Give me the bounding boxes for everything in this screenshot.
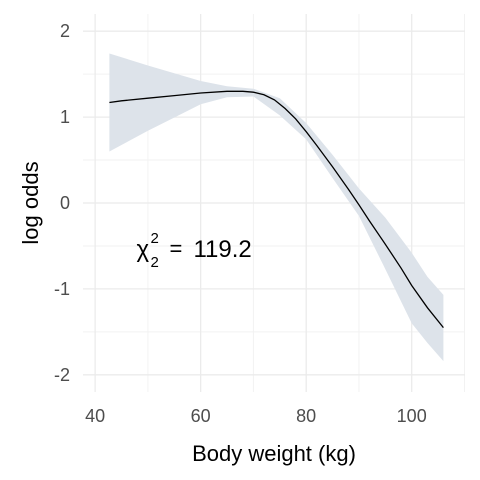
y-tick-label: 2 xyxy=(60,21,70,41)
x-tick-label: 60 xyxy=(191,406,211,426)
x-axis-ticks: 40 60 80 100 xyxy=(85,406,427,426)
y-tick-label: -1 xyxy=(54,279,70,299)
x-axis-label: Body weight (kg) xyxy=(192,441,356,466)
y-tick-label: -2 xyxy=(54,365,70,385)
y-tick-label: 0 xyxy=(60,193,70,213)
chi-square-value: 119.2 xyxy=(193,236,251,263)
chi-superscript: 2 xyxy=(150,230,158,247)
y-tick-label: 1 xyxy=(60,107,70,127)
y-axis-label: log odds xyxy=(18,161,43,244)
confidence-band xyxy=(109,53,444,362)
series-line xyxy=(109,90,444,329)
x-tick-label: 100 xyxy=(397,406,427,426)
chi-subscript: 2 xyxy=(150,254,158,271)
x-tick-label: 80 xyxy=(296,406,316,426)
chi-symbol: χ xyxy=(136,236,149,263)
y-axis-ticks: -2 -1 0 1 2 xyxy=(54,21,70,385)
x-tick-label: 40 xyxy=(85,406,105,426)
equals-sign: = xyxy=(169,236,182,261)
chi-square-annotation: χ 2 2 = 119.2 xyxy=(136,230,251,271)
